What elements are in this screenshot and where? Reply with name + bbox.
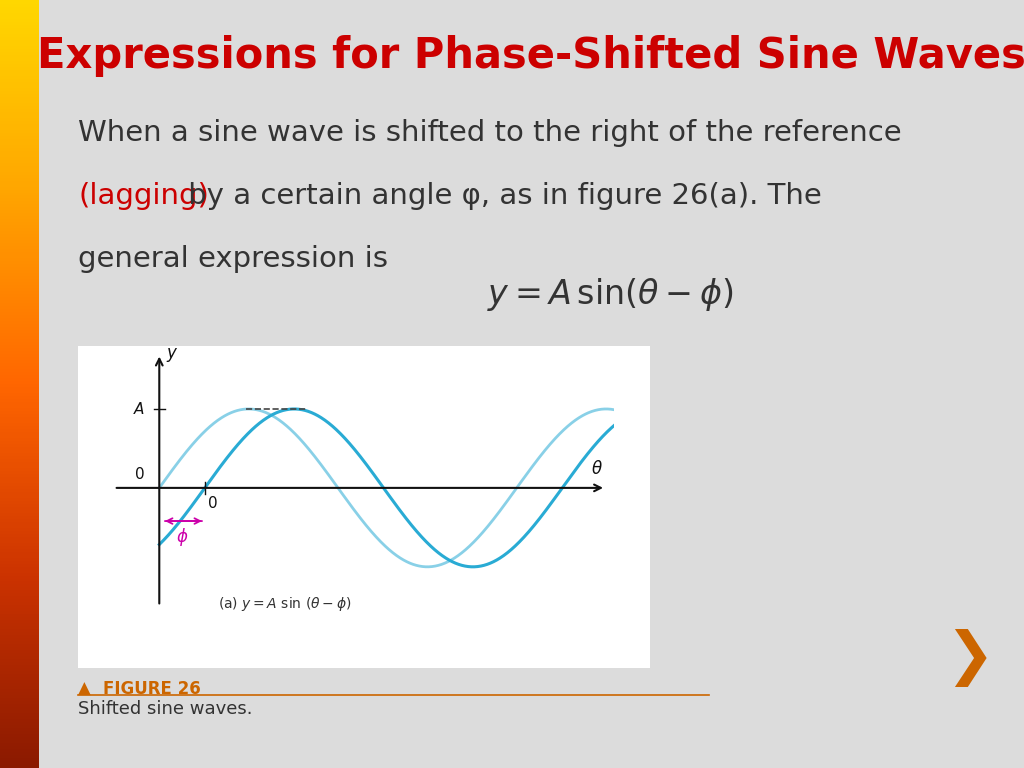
Text: general expression is: general expression is — [78, 245, 388, 273]
Text: Shifted sine waves.: Shifted sine waves. — [78, 700, 253, 718]
Text: $y = A\,\sin(\theta - \phi)$: $y = A\,\sin(\theta - \phi)$ — [487, 276, 733, 313]
FancyBboxPatch shape — [78, 346, 649, 668]
Text: ▲: ▲ — [78, 680, 96, 697]
Text: (a) $y = A$ sin $(\theta - \phi)$: (a) $y = A$ sin $(\theta - \phi)$ — [218, 594, 351, 613]
Text: Expressions for Phase-Shifted Sine Waves: Expressions for Phase-Shifted Sine Waves — [37, 35, 1024, 77]
Text: 0: 0 — [135, 467, 145, 482]
Text: $\theta$: $\theta$ — [591, 459, 603, 478]
Text: FIGURE 26: FIGURE 26 — [103, 680, 201, 697]
Text: (lagging): (lagging) — [78, 182, 209, 210]
Text: ❯: ❯ — [945, 629, 994, 687]
Text: $\phi$: $\phi$ — [176, 526, 188, 548]
Text: $y$: $y$ — [166, 346, 178, 364]
Text: When a sine wave is shifted to the right of the reference: When a sine wave is shifted to the right… — [78, 119, 902, 147]
Text: by a certain angle φ, as in figure 26(a). The: by a certain angle φ, as in figure 26(a)… — [179, 182, 821, 210]
Text: $A$: $A$ — [133, 401, 145, 417]
Text: 0: 0 — [208, 496, 217, 511]
